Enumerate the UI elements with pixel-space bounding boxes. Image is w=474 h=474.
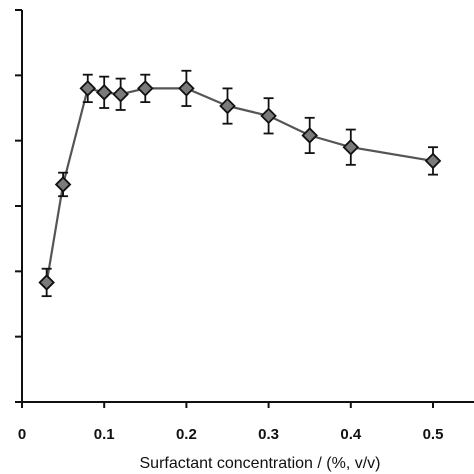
data-point	[137, 80, 154, 97]
data-point	[301, 127, 318, 144]
data-point	[342, 138, 360, 156]
data-point	[260, 107, 277, 125]
x-tick-label: 0.4	[340, 426, 362, 443]
data-point	[219, 97, 236, 115]
x-tick-label: 0	[18, 426, 26, 443]
tick-labels: 0 0.1 0.2 0.3 0.4 0.5	[18, 426, 444, 443]
data-point	[54, 176, 72, 193]
data-point	[112, 86, 129, 103]
series-line	[45, 87, 434, 283]
data-point	[178, 80, 195, 97]
x-tick-label: 0.3	[258, 426, 279, 443]
data-point	[79, 80, 97, 97]
axes	[15, 9, 474, 408]
x-tick-label: 0.1	[94, 426, 115, 443]
x-axis-title: Surfactant concentration / (%, v/v)	[140, 455, 381, 472]
data-point	[95, 84, 113, 101]
data-point	[38, 274, 55, 291]
x-tick-label: 0.5	[423, 426, 444, 443]
data-series	[38, 69, 442, 298]
data-point	[424, 152, 442, 170]
x-tick-label: 0.2	[176, 426, 197, 443]
